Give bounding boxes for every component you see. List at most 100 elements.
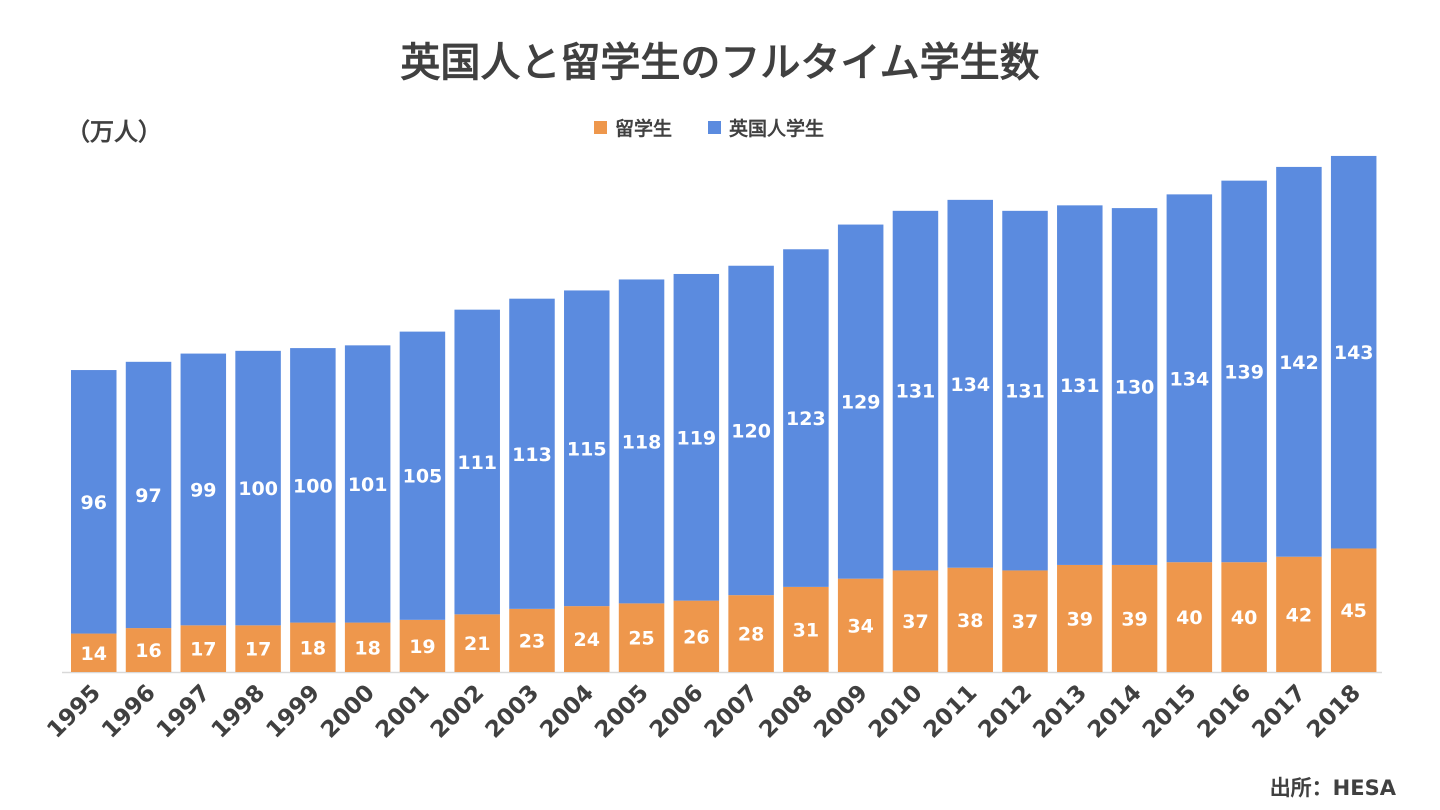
data-label-uk: 118 xyxy=(622,431,662,453)
data-label-uk: 113 xyxy=(512,444,552,466)
data-label-uk: 99 xyxy=(190,479,216,501)
bar-international xyxy=(71,633,117,672)
bar-international xyxy=(618,603,665,672)
data-label-uk: 120 xyxy=(731,420,771,442)
x-tick-label: 2012 xyxy=(974,680,1038,744)
data-label-international: 24 xyxy=(574,629,600,651)
legend-label-uk: 英国人学生 xyxy=(729,118,825,140)
bar-international xyxy=(783,586,829,672)
data-label-uk: 105 xyxy=(403,466,443,488)
bar-uk xyxy=(618,279,665,604)
data-label-international: 23 xyxy=(519,630,545,652)
data-label-international: 38 xyxy=(957,610,983,632)
bar-international xyxy=(1221,562,1267,672)
x-tick-label: 2001 xyxy=(371,680,435,744)
data-label-international: 39 xyxy=(1067,608,1093,630)
data-label-uk: 131 xyxy=(896,381,936,403)
data-label-uk: 142 xyxy=(1279,352,1319,374)
legend-swatch-international xyxy=(594,121,607,134)
bar-uk xyxy=(399,331,446,620)
bar-uk xyxy=(71,370,117,634)
legend-swatch-uk xyxy=(708,121,722,134)
bar-uk xyxy=(509,298,555,609)
data-label-uk: 131 xyxy=(1060,375,1100,397)
bar-international xyxy=(1111,564,1158,672)
bar-uk xyxy=(290,348,336,623)
bar-international xyxy=(1330,548,1377,672)
data-label-international: 31 xyxy=(793,619,819,641)
data-label-international: 45 xyxy=(1340,600,1366,622)
data-label-uk: 100 xyxy=(293,475,333,497)
bar-uk xyxy=(1057,205,1103,565)
bar-international xyxy=(180,625,227,672)
bar-uk xyxy=(892,210,939,571)
data-label-international: 40 xyxy=(1176,607,1202,629)
x-tick-label: 2013 xyxy=(1028,680,1092,744)
x-tick-label: 2007 xyxy=(700,680,764,744)
x-tick-label: 2014 xyxy=(1083,680,1147,744)
data-label-international: 18 xyxy=(354,637,380,659)
x-tick-label: 1995 xyxy=(42,680,106,744)
data-label-international: 16 xyxy=(135,640,161,662)
legend: 留学生 英国人学生 xyxy=(594,114,824,141)
x-tick-label: 2000 xyxy=(316,680,380,744)
x-tick-label: 2009 xyxy=(809,680,873,744)
chart-title: 英国人と留学生のフルタイム学生数 xyxy=(400,40,1040,86)
bar-uk xyxy=(180,353,227,626)
data-label-international: 14 xyxy=(81,643,107,665)
data-label-uk: 129 xyxy=(841,392,881,414)
data-label-international: 18 xyxy=(300,637,326,659)
data-label-uk: 96 xyxy=(81,492,107,514)
data-label-uk: 139 xyxy=(1224,361,1264,383)
legend-item-uk: 英国人学生 xyxy=(708,114,824,141)
bar-international xyxy=(564,606,610,672)
bar-international xyxy=(509,608,555,672)
data-label-international: 17 xyxy=(245,639,271,661)
data-label-international: 37 xyxy=(1012,611,1038,633)
data-label-international: 39 xyxy=(1121,608,1147,630)
data-label-uk: 119 xyxy=(676,427,716,449)
data-label-uk: 130 xyxy=(1115,377,1155,399)
bar-international xyxy=(399,619,446,672)
data-label-uk: 143 xyxy=(1334,342,1374,364)
bar-uk xyxy=(1330,155,1377,549)
data-label-uk: 134 xyxy=(1170,368,1210,390)
x-tick-label: 1996 xyxy=(97,680,161,744)
bar-international xyxy=(344,622,391,672)
legend-item-international: 留学生 xyxy=(594,114,672,141)
data-label-international: 40 xyxy=(1231,607,1257,629)
bar-international xyxy=(1002,570,1048,672)
bar-international xyxy=(1166,562,1213,672)
x-tick-label: 2004 xyxy=(535,680,599,744)
data-label-international: 26 xyxy=(683,626,709,648)
data-label-uk: 100 xyxy=(238,478,278,500)
bar-international xyxy=(947,567,993,672)
x-tick-label: 2017 xyxy=(1248,680,1312,744)
bar-uk xyxy=(1002,210,1048,571)
data-label-international: 34 xyxy=(847,615,873,637)
x-tick-label: 2003 xyxy=(481,680,545,744)
x-tick-label: 2002 xyxy=(426,680,490,744)
data-label-uk: 131 xyxy=(1005,381,1045,403)
unit-label: （万人） xyxy=(66,118,162,146)
data-label-uk: 111 xyxy=(457,452,497,474)
bar-uk xyxy=(1276,166,1322,557)
x-tick-label: 1999 xyxy=(261,680,325,744)
bar-international xyxy=(1276,556,1322,672)
x-tick-label: 2016 xyxy=(1193,680,1257,744)
bar-international xyxy=(235,625,281,672)
x-tick-label: 2008 xyxy=(754,680,818,744)
bar-international xyxy=(125,628,172,672)
data-label-international: 25 xyxy=(628,628,654,650)
x-tick-label: 2005 xyxy=(590,680,654,744)
bar-international xyxy=(673,600,720,672)
bar-uk xyxy=(1221,180,1267,563)
bar-uk xyxy=(454,309,500,615)
legend-label-international: 留学生 xyxy=(615,118,673,140)
data-label-uk: 123 xyxy=(786,408,826,430)
bar-international xyxy=(1057,564,1103,672)
bar-uk xyxy=(125,361,172,629)
bar-uk xyxy=(1166,194,1213,563)
bar-uk xyxy=(1111,208,1158,565)
